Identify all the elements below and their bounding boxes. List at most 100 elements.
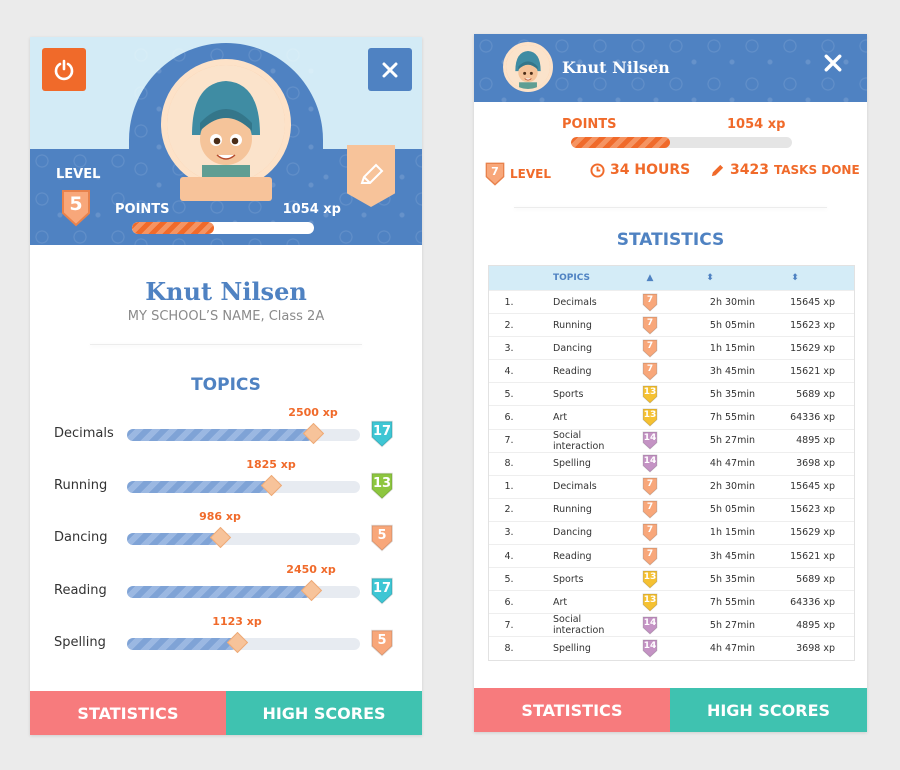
row-time: 4h 47min <box>709 642 755 654</box>
table-row[interactable]: 7. Social interaction 14 5h 27min 4895 xp <box>489 428 854 452</box>
avatar <box>503 42 553 92</box>
avatar-ribbon <box>180 177 272 201</box>
table-row[interactable]: 4. Reading 7 3h 45min 15621 xp <box>489 544 854 567</box>
power-button[interactable] <box>42 48 86 91</box>
row-level-value: 14 <box>643 433 657 444</box>
row-rank: 7. <box>504 619 514 631</box>
topic-progress-fill <box>127 533 220 545</box>
table-row[interactable]: 5. Sports 13 5h 35min 5689 xp <box>489 567 854 590</box>
points-label: POINTS <box>115 202 170 217</box>
row-rank: 5. <box>504 388 514 400</box>
sort-time-icon[interactable]: ⬍ <box>706 273 714 283</box>
row-topic: Art <box>553 596 568 608</box>
topic-progress-bar[interactable] <box>127 579 360 602</box>
row-level-value: 7 <box>646 502 654 513</box>
row-level-value: 7 <box>646 363 654 374</box>
table-row[interactable]: 6. Art 13 7h 55min 64336 xp <box>489 405 854 428</box>
row-level-badge: 14 <box>635 431 665 450</box>
topic-progress-fill <box>127 586 311 598</box>
row-level-badge: 13 <box>635 570 665 589</box>
points-label: POINTS <box>562 117 617 132</box>
close-button[interactable] <box>824 54 842 76</box>
row-rank: 2. <box>504 319 514 331</box>
sort-level-icon[interactable]: ▲ <box>646 273 654 283</box>
row-topic: Social interaction <box>553 429 605 452</box>
row-topic: Decimals <box>553 296 597 308</box>
row-rank: 5. <box>504 573 514 585</box>
topic-progress-bar[interactable] <box>127 631 360 654</box>
row-rank: 4. <box>504 365 514 377</box>
topics-title: TOPICS <box>191 375 261 395</box>
row-topic: Dancing <box>553 527 593 539</box>
row-level-badge: 13 <box>635 385 665 404</box>
row-xp: 3698 xp <box>796 458 835 470</box>
row-level-badge: 7 <box>635 523 665 543</box>
boy-avatar-icon <box>167 65 285 183</box>
level-stat: 7 LEVEL <box>485 162 551 186</box>
row-topic: Spelling <box>553 642 591 654</box>
topic-level-badge: 17 <box>370 577 394 609</box>
table-row[interactable]: 5. Sports 13 5h 35min 5689 xp <box>489 382 854 405</box>
row-level-badge: 7 <box>635 500 665 520</box>
topic-level-value: 17 <box>372 424 392 439</box>
clock-icon <box>590 162 605 178</box>
table-row[interactable]: 6. Art 13 7h 55min 64336 xp <box>489 590 854 613</box>
row-level-value: 14 <box>643 456 657 467</box>
table-row[interactable]: 1. Decimals 7 2h 30min 15645 xp <box>489 474 854 498</box>
row-level-value: 7 <box>646 294 654 305</box>
table-row[interactable]: 3. Dancing 7 1h 15min 15629 xp <box>489 520 854 544</box>
points-progress-bar <box>571 137 792 148</box>
table-row[interactable]: 3. Dancing 7 1h 15min 15629 xp <box>489 336 854 359</box>
edit-avatar-button[interactable] <box>347 145 395 207</box>
level-label: LEVEL <box>510 167 551 181</box>
table-row[interactable]: 4. Reading 7 3h 45min 15621 xp <box>489 359 854 382</box>
row-rank: 1. <box>504 296 514 308</box>
row-level-badge: 7 <box>635 339 665 358</box>
row-level-badge: 13 <box>635 408 665 427</box>
row-topic: Reading <box>553 365 592 377</box>
sort-xp-icon[interactable]: ⬍ <box>791 273 799 283</box>
pencil-icon <box>360 163 384 184</box>
topic-progress-bar[interactable] <box>127 526 360 549</box>
row-rank: 4. <box>504 550 514 562</box>
row-rank: 6. <box>504 596 514 608</box>
table-row[interactable]: 8. Spelling 14 4h 47min 3698 xp <box>489 451 854 475</box>
level-badge: 5 <box>61 189 91 231</box>
table-row[interactable]: 8. Spelling 14 4h 47min 3698 xp <box>489 636 854 659</box>
table-row[interactable]: 2. Running 7 5h 05min 15623 xp <box>489 497 854 521</box>
row-xp: 15629 xp <box>790 527 835 539</box>
row-topic: Sports <box>553 388 584 400</box>
row-topic: Spelling <box>553 458 591 470</box>
row-xp: 3698 xp <box>796 642 835 654</box>
user-name: Knut Nilsen <box>562 58 670 77</box>
topic-level-badge: 13 <box>370 472 394 504</box>
table-row[interactable]: 2. Running 7 5h 05min 15623 xp <box>489 313 854 336</box>
tab-high-scores[interactable]: HIGH SCORES <box>670 688 867 732</box>
header-topics[interactable]: TOPICS <box>553 273 590 283</box>
row-xp: 15621 xp <box>790 550 835 562</box>
topic-progress-bar[interactable] <box>127 422 360 445</box>
close-button[interactable] <box>368 48 412 91</box>
row-time: 7h 55min <box>709 412 755 424</box>
row-level-value: 13 <box>643 594 657 605</box>
tab-high-scores[interactable]: HIGH SCORES <box>226 691 422 735</box>
statistics-title: STATISTICS <box>616 230 725 250</box>
tab-statistics[interactable]: STATISTICS <box>474 688 670 732</box>
topic-progress-bar[interactable] <box>127 474 360 497</box>
table-row[interactable]: 7. Social interaction 14 5h 27min 4895 xp <box>489 613 854 636</box>
row-level-badge: 14 <box>635 639 665 658</box>
row-level-value: 13 <box>643 410 657 421</box>
table-row[interactable]: 1. Decimals 7 2h 30min 15645 xp <box>489 290 854 313</box>
row-topic: Reading <box>553 550 592 562</box>
row-level-badge: 13 <box>635 593 665 612</box>
row-time: 5h 35min <box>709 573 755 585</box>
topic-progress-fill <box>127 429 313 441</box>
row-time: 5h 27min <box>709 435 755 447</box>
topic-xp: 2500 xp <box>288 406 338 419</box>
topic-level-value: 5 <box>377 633 387 648</box>
row-level-badge: 7 <box>635 547 665 566</box>
row-topic: Running <box>553 504 592 516</box>
topic-progress-fill <box>127 638 237 650</box>
tab-statistics[interactable]: STATISTICS <box>30 691 226 735</box>
close-icon <box>382 62 398 77</box>
